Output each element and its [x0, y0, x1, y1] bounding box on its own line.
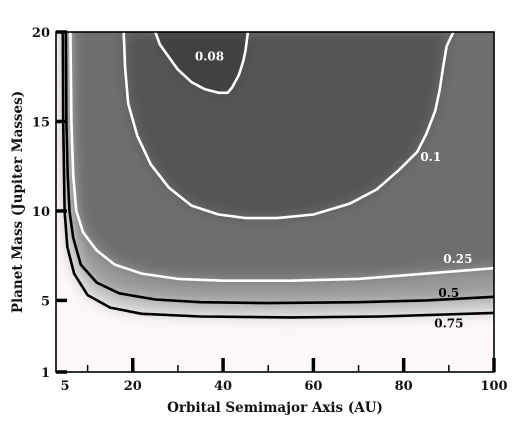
y-tick-label: 20: [32, 26, 50, 41]
x-tick-label: 100: [480, 379, 507, 394]
contour-label-0.1: 0.1: [420, 150, 441, 164]
y-tick-label: 1: [41, 366, 50, 381]
y-tick-label: 5: [41, 294, 50, 309]
contour-line-0.25: [69, 32, 494, 282]
plot-frame: [55, 31, 495, 373]
y-axis-title: Planet Mass (Jupiter Masses): [10, 91, 26, 313]
density-shading: [56, 32, 494, 372]
contour-label-0.08: 0.08: [195, 50, 224, 64]
y-tick-label: 15: [32, 115, 50, 130]
contour-label-0.25: 0.25: [443, 252, 472, 266]
contour-label-0.75: 0.75: [434, 316, 463, 330]
contour-label-0.5: 0.5: [438, 286, 459, 300]
x-tick-label: 80: [395, 379, 413, 394]
x-tick-label: 5: [61, 379, 70, 394]
contour-labels: 0.08 0.1 0.25 0.5 0.75: [195, 50, 473, 331]
x-axis-title: Orbital Semimajor Axis (AU): [167, 400, 383, 416]
x-tick-label: 40: [214, 379, 232, 394]
contour-line-0.75: [61, 32, 494, 319]
contour-line-0.1: [122, 32, 455, 220]
contour-lines: [61, 32, 494, 319]
contour-line-0.5: [64, 32, 494, 305]
contour-line-0.08: [154, 32, 250, 95]
axis-ticks: [56, 30, 496, 374]
y-tick-label: 10: [32, 205, 50, 220]
shade-core: [155, 32, 248, 93]
x-tick-label: 60: [304, 379, 322, 394]
x-tick-label: 20: [124, 379, 142, 394]
